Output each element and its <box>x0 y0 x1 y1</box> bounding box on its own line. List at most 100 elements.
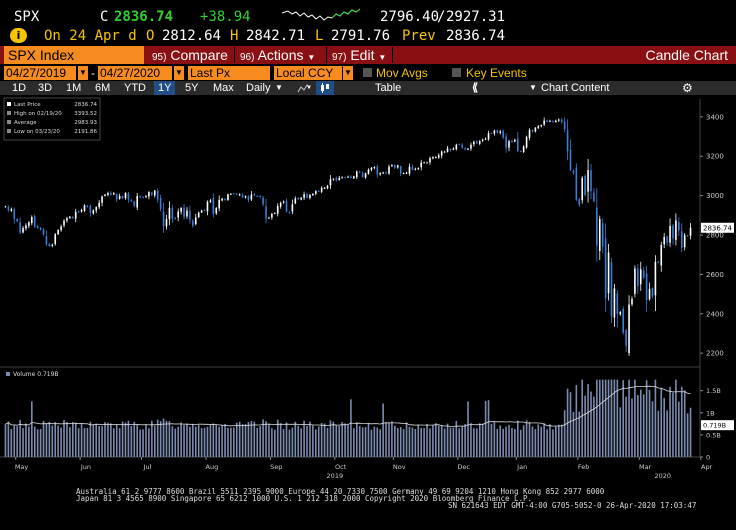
volume-bar <box>136 425 139 457</box>
candle-body <box>601 223 604 247</box>
candle-body <box>92 210 95 214</box>
line-chart-icon[interactable] <box>297 81 311 95</box>
gear-icon[interactable]: ⚙ <box>682 81 693 95</box>
edit-button[interactable]: 97) Edit ▼ <box>332 46 386 64</box>
volume-bar <box>28 426 30 457</box>
volume-bar <box>200 428 203 457</box>
calendar-dropdown-icon[interactable]: ▼ <box>174 66 184 80</box>
volume-bar <box>516 420 519 457</box>
chevron-down-icon[interactable]: ▼ <box>306 85 312 91</box>
frequency-select[interactable]: Daily <box>246 82 271 94</box>
volume-bar <box>660 387 663 457</box>
x-tick-label: Jun <box>80 463 91 471</box>
start-date-field[interactable]: 04/27/2019 <box>4 66 76 80</box>
chevron-down-icon[interactable]: ▼ <box>343 66 353 80</box>
volume-bar <box>104 422 106 457</box>
candle-body <box>344 177 346 179</box>
volume-bar <box>4 424 7 457</box>
volume-bar <box>66 422 68 457</box>
candle-body <box>250 194 253 200</box>
table-button[interactable]: Table <box>375 82 402 94</box>
candle-body <box>590 170 592 192</box>
period-1y[interactable]: 1Y <box>154 81 176 95</box>
period-1m[interactable]: 1M <box>66 82 82 94</box>
actions-label: Actions <box>257 47 304 63</box>
volume-bar <box>593 396 595 457</box>
chevron-down-icon[interactable]: ▼ <box>529 83 537 92</box>
volume-bar <box>663 397 665 457</box>
currency-select[interactable]: Local CCY <box>274 66 342 80</box>
x-tick-label: Mar <box>639 463 652 471</box>
volume-bar <box>637 395 639 457</box>
candle-body <box>110 192 112 195</box>
candle-body <box>112 192 115 195</box>
volume-bar <box>669 386 671 457</box>
candle-body <box>285 201 288 212</box>
volume-bar <box>563 410 566 457</box>
candle-body <box>142 196 144 198</box>
volume-bar <box>180 422 182 457</box>
period-6m[interactable]: 6M <box>95 82 111 94</box>
period-5y[interactable]: 5Y <box>185 82 199 94</box>
mov-avgs-checkbox[interactable] <box>363 68 372 77</box>
volume-bar <box>194 426 197 457</box>
candle-body <box>171 208 174 219</box>
candle-body <box>165 219 168 227</box>
candle-body <box>288 211 291 213</box>
volume-bar <box>332 421 335 457</box>
candle-body <box>145 196 147 198</box>
period-1d[interactable]: 1D <box>12 82 27 94</box>
candle-body <box>183 207 185 218</box>
candle-body <box>396 165 399 168</box>
volume-bar <box>651 401 654 457</box>
divider <box>234 47 235 63</box>
candle-body <box>206 201 209 212</box>
volume-bar <box>543 423 545 457</box>
volume-bar <box>508 424 510 457</box>
calendar-dropdown-icon[interactable]: ▼ <box>78 66 88 80</box>
volume-bar <box>57 425 59 457</box>
candle-body <box>435 157 437 159</box>
candle-body <box>57 229 59 235</box>
chevron-down-icon[interactable]: ▼ <box>275 83 283 92</box>
candle-body <box>426 162 428 164</box>
candle-body <box>522 146 525 152</box>
candle-body <box>355 171 358 178</box>
price-field-select[interactable]: Last Px <box>188 66 270 80</box>
key-events-checkbox[interactable] <box>452 68 461 77</box>
period-3d[interactable]: 3D <box>38 82 53 94</box>
collapse-icon[interactable]: ⟪ <box>472 82 479 94</box>
chart-content-button[interactable]: Chart Content <box>541 82 610 94</box>
end-date-field[interactable]: 04/27/2020 <box>98 66 172 80</box>
volume-bar <box>203 427 206 457</box>
compare-button[interactable]: 95) Compare <box>152 46 228 64</box>
candle-chart-icon[interactable] <box>316 81 334 95</box>
chart-area[interactable]: 3400 3200 3000 2800 2600 2400 2200 2836.74 Last … <box>0 95 736 530</box>
candle-body <box>610 262 613 317</box>
candle-body <box>215 208 218 214</box>
candle-body <box>139 196 141 198</box>
actions-button[interactable]: 96) Actions ▼ <box>240 46 315 64</box>
volume-bar <box>265 421 267 457</box>
chevron-down-icon: ▼ <box>307 53 316 62</box>
candle-body <box>45 236 48 245</box>
volume-tag <box>701 420 734 431</box>
candle-body <box>39 228 42 230</box>
candle-body <box>437 155 440 158</box>
volume-bar <box>291 427 294 457</box>
candle-body <box>443 151 446 153</box>
period-ytd[interactable]: YTD <box>124 82 146 94</box>
candle-body <box>675 220 677 240</box>
candle-body <box>405 172 408 174</box>
volume-bar <box>274 429 276 457</box>
candle-body <box>385 172 387 174</box>
candle-body <box>194 217 197 225</box>
info-icon[interactable]: i <box>10 28 27 43</box>
volume-bar <box>598 379 601 457</box>
volume-bar <box>350 399 352 457</box>
security-field[interactable]: SPX Index <box>4 46 144 64</box>
candle-body <box>350 176 352 178</box>
candle-body <box>291 204 294 212</box>
period-max[interactable]: Max <box>213 82 234 94</box>
volume-bar <box>555 426 557 457</box>
